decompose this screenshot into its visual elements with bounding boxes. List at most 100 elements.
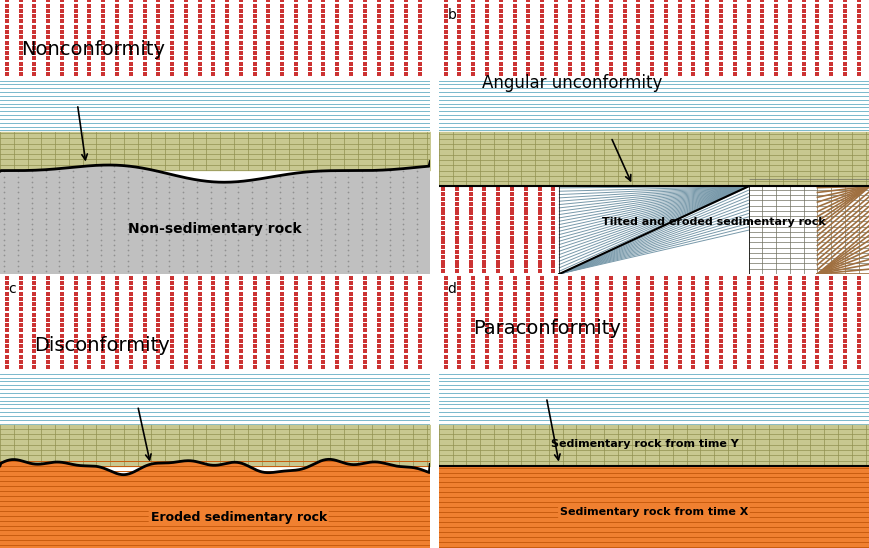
Point <box>207 294 221 303</box>
Point <box>358 59 372 68</box>
Point <box>673 279 687 288</box>
Point <box>66 241 80 249</box>
Point <box>289 1 303 10</box>
Point <box>179 70 193 78</box>
Point <box>220 300 234 309</box>
Point <box>137 22 151 31</box>
Point <box>207 289 221 298</box>
Point <box>852 273 866 282</box>
Point <box>399 342 413 351</box>
Point <box>491 267 505 276</box>
Point <box>450 243 464 252</box>
Point <box>165 7 179 15</box>
Point <box>533 185 547 193</box>
Point <box>300 214 314 223</box>
Point <box>576 305 590 314</box>
Point <box>505 224 519 232</box>
Point <box>355 267 369 276</box>
Point <box>519 219 533 227</box>
Point <box>590 279 604 288</box>
Point <box>38 178 52 186</box>
Point <box>453 289 467 298</box>
Point <box>604 305 618 314</box>
Point <box>519 214 533 222</box>
Point <box>632 273 646 282</box>
Point <box>83 1 96 10</box>
Point <box>149 198 163 207</box>
Point <box>328 204 342 213</box>
Point <box>467 17 481 26</box>
Point <box>193 326 207 335</box>
Point <box>382 214 396 223</box>
Point <box>494 332 507 340</box>
Point <box>165 12 179 21</box>
Point <box>96 1 110 10</box>
Point <box>632 352 646 361</box>
Point <box>838 22 852 31</box>
Point <box>344 49 358 58</box>
Point <box>300 225 314 233</box>
Point <box>0 342 14 351</box>
Point <box>28 27 42 36</box>
Point <box>687 0 700 5</box>
Point <box>69 342 83 351</box>
Point <box>453 22 467 31</box>
Point <box>755 54 769 62</box>
Point <box>372 70 386 78</box>
Point <box>41 300 55 309</box>
Point <box>521 0 535 5</box>
Point <box>328 172 342 181</box>
Point <box>507 342 521 351</box>
Point <box>562 49 576 58</box>
Point <box>69 33 83 42</box>
Point <box>783 326 797 335</box>
Point <box>151 289 165 298</box>
Point <box>410 230 424 239</box>
Point <box>824 294 838 303</box>
Point <box>289 289 303 298</box>
Point <box>289 305 303 314</box>
Point <box>372 1 386 10</box>
Point <box>824 300 838 309</box>
Point <box>55 336 69 345</box>
Point <box>289 17 303 26</box>
Point <box>330 326 344 335</box>
Point <box>562 0 576 5</box>
Point <box>123 70 137 78</box>
Point <box>193 27 207 36</box>
Point <box>396 182 410 191</box>
Point <box>94 172 108 181</box>
Point <box>217 246 231 255</box>
Point <box>769 289 783 298</box>
Point <box>289 284 303 293</box>
Point <box>220 49 234 58</box>
Point <box>80 225 94 233</box>
Point <box>355 230 369 239</box>
Point <box>673 352 687 361</box>
Point <box>783 12 797 21</box>
Point <box>248 279 262 288</box>
Point <box>234 289 248 298</box>
Point <box>151 352 165 361</box>
Point <box>96 347 110 356</box>
Point <box>66 261 80 270</box>
Point <box>14 300 28 309</box>
Point <box>507 310 521 319</box>
Point <box>783 7 797 15</box>
Point <box>477 204 491 213</box>
Point <box>646 289 660 298</box>
Point <box>96 279 110 288</box>
Point <box>66 209 80 218</box>
Point <box>110 294 124 303</box>
Point <box>797 7 811 15</box>
Point <box>728 321 742 329</box>
Point <box>618 1 632 10</box>
Point <box>207 22 221 31</box>
Point <box>618 49 632 58</box>
Point <box>838 49 852 58</box>
Point <box>193 332 207 340</box>
Point <box>521 27 535 36</box>
Point <box>316 347 330 356</box>
Point <box>28 358 42 367</box>
Point <box>14 12 28 21</box>
